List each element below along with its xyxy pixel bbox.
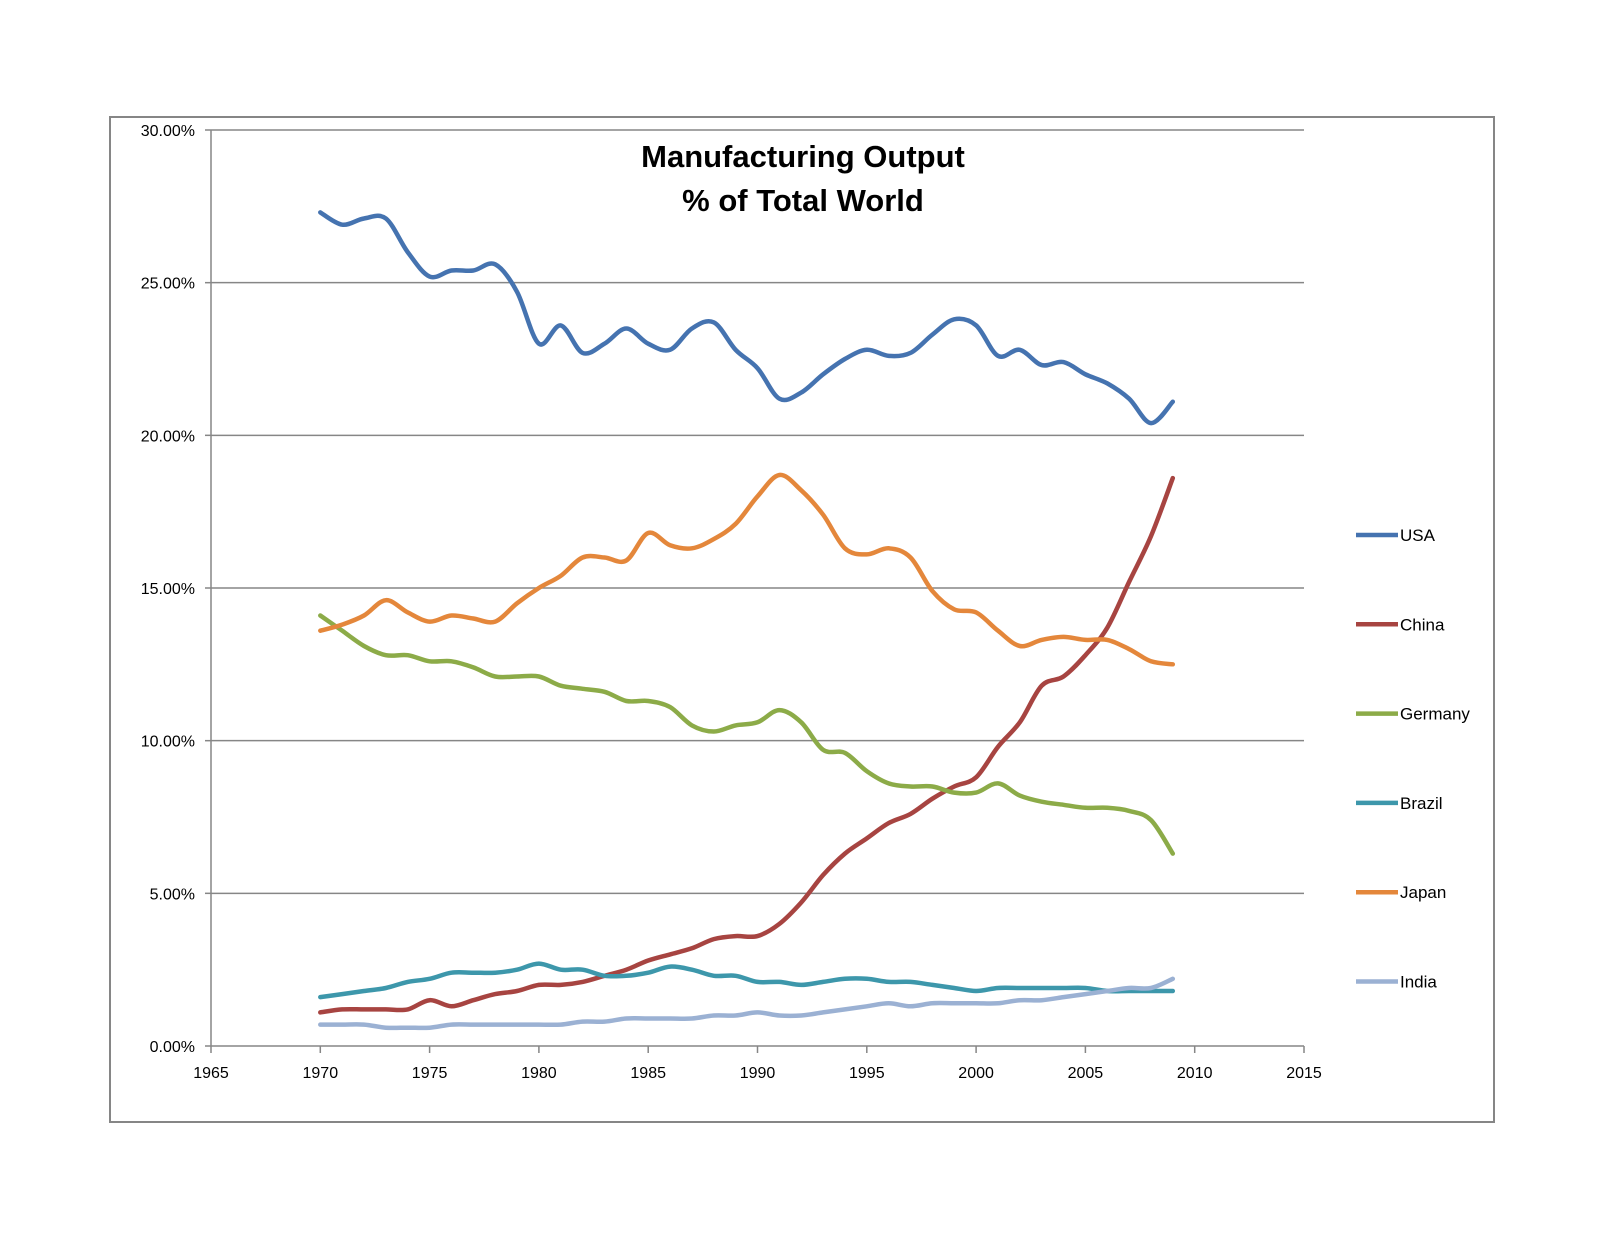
y-tick-label: 15.00% <box>141 581 195 598</box>
legend-label-japan: Japan <box>1400 883 1446 902</box>
axes <box>205 129 1305 1053</box>
y-tick-labels: 0.00% 5.00% 10.00% 15.00% 20.00% 25.00% 30.00% <box>141 123 195 1056</box>
x-tick-label: 1995 <box>849 1065 885 1082</box>
series-lines <box>318 210 1176 1031</box>
chart-title-line-1: Manufacturing Output <box>641 139 965 174</box>
x-tick-label: 1990 <box>740 1065 776 1082</box>
y-tick-label: 30.00% <box>141 123 195 140</box>
x-tick-label: 1970 <box>303 1065 339 1082</box>
legend-label-india: India <box>1400 973 1437 992</box>
legend-label-germany: Germany <box>1400 705 1470 724</box>
x-tick-label: 2000 <box>958 1065 994 1082</box>
legend-label-china: China <box>1400 615 1445 634</box>
chart-border <box>109 116 1495 1123</box>
x-tick-label: 1985 <box>630 1065 666 1082</box>
series-line-india <box>318 976 1176 1031</box>
chart-title-line-2: % of Total World <box>682 183 924 218</box>
x-tick-label: 1980 <box>521 1065 557 1082</box>
series-line-brazil <box>318 961 1176 1000</box>
legend-label-brazil: Brazil <box>1400 794 1443 813</box>
series-line-usa <box>318 210 1176 426</box>
x-tick-label: 1975 <box>412 1065 448 1082</box>
y-tick-label: 20.00% <box>141 428 195 445</box>
y-tick-label: 10.00% <box>141 734 195 751</box>
y-tick-label: 5.00% <box>150 886 195 903</box>
x-tick-label: 2005 <box>1068 1065 1104 1082</box>
y-tick-label: 25.00% <box>141 276 195 293</box>
series-line-germany <box>318 613 1176 856</box>
x-tick-label: 1965 <box>193 1065 229 1082</box>
x-tick-label: 2015 <box>1286 1065 1322 1082</box>
x-tick-labels: 1965 1970 1975 1980 1985 1990 1995 2000 2005 2010… <box>193 1065 1322 1082</box>
gridlines <box>211 129 1304 895</box>
legend-label-usa: USA <box>1400 526 1436 545</box>
legend: USA China Germany Brazil Japan India <box>1356 526 1470 992</box>
y-tick-label: 0.00% <box>150 1039 195 1056</box>
x-tick-label: 2010 <box>1177 1065 1213 1082</box>
series-line-china <box>318 475 1176 1015</box>
series-line-japan <box>318 472 1176 667</box>
